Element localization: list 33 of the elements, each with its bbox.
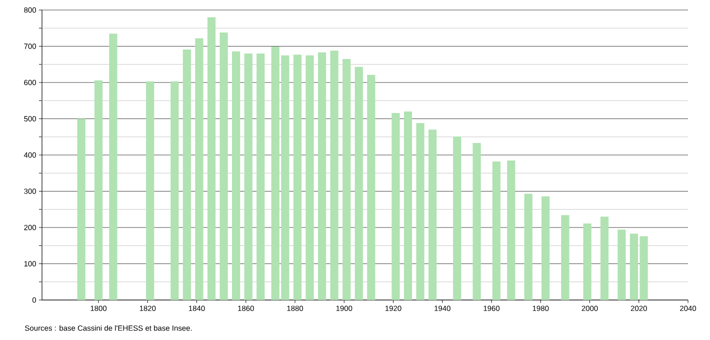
- bar: [583, 224, 592, 300]
- bar: [354, 66, 363, 300]
- bar: [561, 215, 570, 300]
- bar: [507, 160, 516, 300]
- bar: [77, 118, 86, 300]
- bar: [94, 80, 103, 300]
- bar: [428, 130, 437, 300]
- bar: [318, 52, 326, 300]
- bar: [600, 216, 609, 300]
- bar: [306, 55, 314, 300]
- bar: [109, 34, 118, 300]
- bar: [404, 112, 412, 300]
- bar: [330, 50, 338, 300]
- bar: [367, 74, 376, 300]
- bar: [618, 230, 626, 300]
- bar: [541, 196, 550, 300]
- bar: [472, 143, 481, 300]
- bar: [392, 112, 400, 300]
- bar: [195, 38, 204, 300]
- bar: [416, 123, 424, 300]
- bar: [342, 58, 351, 300]
- bar: [220, 32, 228, 300]
- bar: [244, 54, 252, 300]
- bar: [453, 136, 462, 300]
- bar: [492, 162, 500, 300]
- bar: [524, 194, 532, 300]
- bar: [182, 50, 191, 300]
- bar: [232, 51, 240, 300]
- bar: [256, 54, 265, 300]
- bar: [146, 81, 154, 300]
- bar: [207, 17, 216, 300]
- bar: [293, 54, 302, 300]
- bar: [170, 81, 179, 300]
